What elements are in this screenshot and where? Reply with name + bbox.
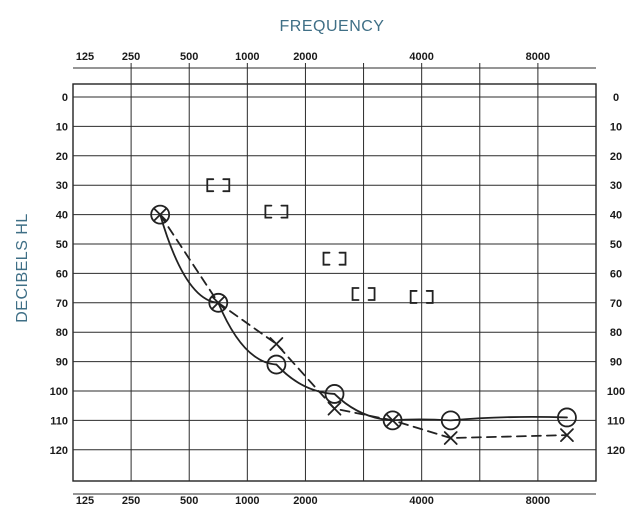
circle-marker <box>324 384 345 404</box>
circle-marker <box>208 292 229 313</box>
right-bracket-mark <box>280 204 289 219</box>
cross-marker <box>211 295 226 310</box>
cross-marker <box>560 428 574 442</box>
y-tick-label-right: 80 <box>610 327 622 339</box>
x-tick-label-top: 8000 <box>526 51 550 63</box>
x-tick-label-top: 250 <box>122 51 140 63</box>
circle-marker <box>150 204 171 225</box>
series-layer <box>150 204 577 445</box>
bracket-marker <box>264 204 289 219</box>
x-tick-label-top: 4000 <box>409 51 433 63</box>
x-tick-label-top: 1000 <box>235 51 259 63</box>
x-tick-label-bottom: 1000 <box>235 495 259 507</box>
y-tick-label-left: 20 <box>56 151 68 163</box>
y-tick-labels-right: 0 10 20 30 40 50 60 70 80 90 100 110 120 <box>607 92 625 457</box>
left-bracket-mark <box>206 178 215 193</box>
cross-marker <box>443 431 458 445</box>
y-tick-label-right: 60 <box>610 268 622 280</box>
left-bracket-mark <box>409 290 418 304</box>
right-bracket-mark <box>338 251 347 266</box>
y-tick-label-right: 100 <box>607 386 625 398</box>
plot-frame <box>72 83 597 482</box>
right-bracket-mark <box>425 290 434 304</box>
bracket-marker <box>322 251 347 266</box>
y-tick-label-right: 30 <box>610 180 622 192</box>
left-bracket-mark <box>351 287 360 301</box>
y-tick-label-left: 10 <box>56 121 68 133</box>
cross-marker <box>327 401 342 416</box>
x-tick-label-bottom: 500 <box>180 495 198 507</box>
y-tick-label-right: 20 <box>610 151 622 163</box>
bone-conduction-layer <box>206 178 434 304</box>
x-tick-label-bottom: 250 <box>122 495 140 507</box>
y-tick-label-right: 70 <box>610 298 622 310</box>
y-tick-label-left: 40 <box>56 210 68 222</box>
series-line-solid <box>159 213 568 422</box>
grid <box>72 63 597 495</box>
y-tick-label-left: 110 <box>50 415 68 427</box>
y-tick-label-left: 100 <box>50 386 68 398</box>
left-bracket-mark <box>322 251 331 266</box>
y-tick-label-right: 40 <box>610 210 622 222</box>
y-tick-label-right: 110 <box>607 415 625 427</box>
y-tick-label-left: 90 <box>56 357 68 369</box>
circle-marker <box>266 354 287 375</box>
x-tick-label-top: 500 <box>180 51 198 63</box>
right-bracket-mark <box>367 287 376 301</box>
y-axis-title: DECIBELS HL <box>14 213 31 323</box>
circle-marker <box>557 407 577 428</box>
left-bracket-mark <box>264 204 273 219</box>
bracket-marker <box>206 178 231 193</box>
x-tick-label-bottom: 8000 <box>526 495 550 507</box>
y-tick-label-right: 10 <box>610 121 622 133</box>
circle-marker <box>440 410 461 431</box>
y-tick-label-right: 90 <box>610 357 622 369</box>
circle-marker <box>382 410 403 431</box>
y-tick-label-right: 120 <box>607 445 625 457</box>
y-tick-label-right: 50 <box>610 239 622 251</box>
y-tick-label-left: 60 <box>56 268 68 280</box>
x-tick-label-bottom: 125 <box>76 495 94 507</box>
x-tick-labels-top: 125 250 500 1000 2000 4000 8000 <box>76 51 550 63</box>
bracket-marker <box>351 287 376 301</box>
x-tick-label-top: 125 <box>76 51 94 63</box>
bracket-marker <box>409 290 434 304</box>
x-axis-title: FREQUENCY <box>280 18 385 35</box>
x-tick-labels-bottom: 125 250 500 1000 2000 4000 8000 <box>76 495 550 507</box>
y-tick-label-left: 70 <box>56 298 68 310</box>
x-tick-label-bottom: 4000 <box>409 495 433 507</box>
x-tick-label-top: 2000 <box>293 51 317 63</box>
y-tick-label-left: 0 <box>62 92 68 104</box>
y-tick-label-left: 120 <box>50 445 68 457</box>
cross-marker <box>385 413 400 428</box>
y-tick-label-left: 30 <box>56 180 68 192</box>
y-tick-labels-left: 0 10 20 30 40 50 60 70 80 90 100 110 120 <box>50 92 68 457</box>
cross-marker <box>153 207 168 222</box>
y-tick-label-left: 50 <box>56 239 68 251</box>
x-tick-label-bottom: 2000 <box>293 495 317 507</box>
right-bracket-mark <box>222 178 231 193</box>
cross-marker <box>269 337 284 351</box>
y-tick-label-right: 0 <box>613 92 619 104</box>
y-tick-label-left: 80 <box>56 327 68 339</box>
